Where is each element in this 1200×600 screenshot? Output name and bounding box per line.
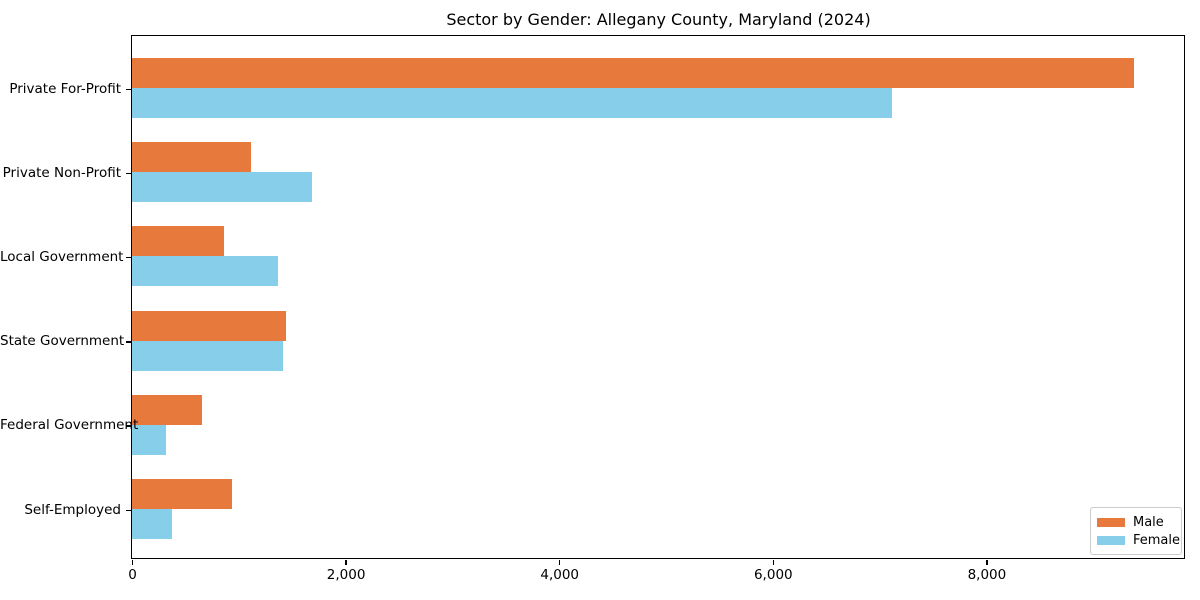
xtick-label-1: 2,000 [326, 567, 366, 583]
legend-swatch-male [1097, 517, 1125, 527]
legend-label-female: Female [1133, 532, 1181, 548]
ytick-label-4: Federal Government [0, 417, 139, 434]
bar-male-1 [132, 142, 251, 173]
xtick-mark-0 [131, 560, 134, 565]
bar-female-0 [132, 88, 892, 118]
xtick-label-4: 8,000 [967, 567, 1007, 583]
bar-female-2 [132, 256, 278, 287]
legend-swatch-female [1097, 535, 1125, 545]
ytick-mark-0 [126, 88, 131, 90]
plot-area [131, 35, 1185, 559]
ytick-mark-1 [126, 172, 131, 175]
xtick-label-2: 4,000 [540, 567, 580, 583]
chart-title: Sector by Gender: Allegany County, Maryl… [446, 10, 871, 29]
legend-label-male: Male [1133, 514, 1164, 530]
xtick-mark-2 [558, 560, 561, 565]
bar-male-5 [132, 479, 232, 509]
ytick-mark-3 [126, 341, 131, 343]
legend-item-female: Female [1097, 531, 1181, 549]
xtick-label-3: 6,000 [753, 567, 793, 583]
bar-female-4 [132, 424, 166, 455]
xtick-label-0: 0 [128, 567, 137, 583]
bar-female-5 [132, 509, 172, 539]
ytick-label-1: Private Non-Profit [2, 164, 121, 181]
xtick-mark-3 [772, 560, 775, 565]
ytick-label-5: Self-Employed [24, 501, 121, 518]
legend-item-male: Male [1097, 513, 1181, 531]
bar-male-3 [132, 310, 286, 341]
xtick-mark-4 [986, 560, 988, 565]
ytick-mark-5 [126, 509, 131, 511]
bar-male-4 [132, 394, 202, 425]
bar-female-3 [132, 340, 283, 371]
ytick-mark-4 [126, 425, 131, 427]
ytick-label-2: Local Government [0, 248, 124, 265]
ytick-label-3: State Government [0, 333, 125, 350]
bar-female-1 [132, 172, 312, 203]
xtick-mark-1 [345, 560, 347, 565]
bar-male-0 [132, 58, 1134, 88]
ytick-label-0: Private For-Profit [9, 80, 121, 97]
legend: Male Female [1090, 507, 1182, 555]
ytick-mark-2 [126, 256, 131, 259]
bar-male-2 [132, 226, 224, 257]
